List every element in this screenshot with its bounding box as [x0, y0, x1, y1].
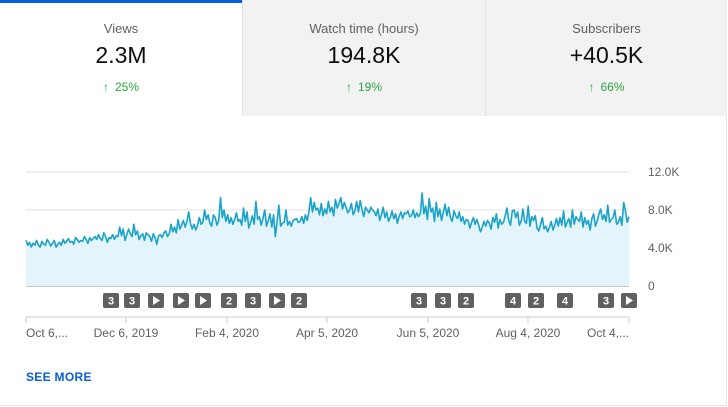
tab-views[interactable]: Views 2.3M ↑ 25%	[0, 0, 242, 116]
metric-delta: ↑ 25%	[0, 80, 242, 94]
video-marker-count[interactable]: 2	[458, 293, 474, 308]
metric-label: Subscribers	[572, 21, 641, 36]
arrow-up-icon: ↑	[345, 80, 352, 94]
metric-delta: ↑ 19%	[243, 80, 485, 94]
arrow-up-icon: ↑	[588, 80, 595, 94]
video-marker-count[interactable]: 2	[221, 293, 237, 308]
marker-badge	[245, 293, 261, 308]
video-marker-play[interactable]	[195, 293, 211, 308]
metric-delta-value: 66%	[600, 80, 625, 94]
play-icon	[200, 296, 207, 305]
marker-badge	[124, 293, 140, 308]
video-marker-count[interactable]: 2	[291, 293, 307, 308]
views-chart[interactable]: 12.0K 8.0K 4.0K 0 3 3 2 3 2 3 3 2 4 2 4 3 Oct 6,... Dec…	[0, 150, 727, 350]
y-tick-label: 0	[648, 279, 655, 293]
selected-tab-indicator	[0, 0, 242, 3]
video-marker-count[interactable]: 2	[528, 293, 544, 308]
see-more-link[interactable]: SEE MORE	[26, 370, 92, 384]
y-axis: 12.0K 8.0K 4.0K 0	[648, 165, 679, 293]
marker-count: 3	[250, 296, 256, 308]
y-tick-label: 8.0K	[648, 203, 673, 217]
x-axis: Oct 6,... Dec 6, 2019 Feb 4, 2020 Apr 5, 20…	[25, 316, 630, 340]
metric-label: Watch time (hours)	[309, 21, 419, 36]
marker-badge	[458, 293, 474, 308]
metric-delta-value: 19%	[357, 80, 383, 94]
marker-badge	[528, 293, 544, 308]
video-marker-count[interactable]: 4	[557, 293, 573, 308]
marker-count: 3	[129, 296, 135, 308]
tab-subscribers[interactable]: Subscribers +40.5K ↑ 66%	[485, 0, 727, 116]
marker-count: 2	[226, 296, 232, 308]
video-marker-play[interactable]	[173, 293, 189, 308]
video-marker-count[interactable]: 3	[245, 293, 261, 308]
play-icon	[178, 296, 185, 305]
x-tick-label: Jun 5, 2020	[397, 326, 460, 340]
marker-count: 2	[463, 296, 469, 308]
marker-count: 3	[108, 296, 114, 308]
play-icon	[626, 296, 633, 305]
metric-delta: ↑ 66%	[486, 80, 727, 94]
marker-badge	[291, 293, 307, 308]
video-marker-play[interactable]	[269, 293, 285, 308]
video-marker-play[interactable]	[148, 293, 164, 308]
video-marker-count[interactable]: 3	[598, 293, 614, 308]
chart-area-layer	[25, 192, 630, 286]
y-tick-label: 4.0K	[648, 241, 673, 255]
marker-count: 3	[603, 296, 609, 308]
tab-watch-time[interactable]: Watch time (hours) 194.8K ↑ 19%	[242, 0, 485, 116]
metric-tabs: Views 2.3M ↑ 25% Watch time (hours) 194.8…	[0, 0, 727, 116]
play-icon	[153, 296, 160, 305]
video-marker-count[interactable]: 3	[435, 293, 451, 308]
x-tick-label: Apr 5, 2020	[296, 326, 358, 340]
y-tick-label: 12.0K	[648, 165, 679, 179]
marker-badge	[557, 293, 573, 308]
marker-count: 4	[510, 296, 517, 308]
series-line	[25, 192, 630, 248]
x-tick-label: Feb 4, 2020	[195, 326, 259, 340]
metric-label: Views	[103, 21, 139, 36]
marker-count: 4	[562, 296, 569, 308]
video-marker-play[interactable]	[621, 293, 637, 308]
marker-badge	[598, 293, 614, 308]
metric-value: +40.5K	[569, 42, 644, 68]
series-area	[26, 192, 629, 286]
video-marker-count[interactable]: 4	[505, 293, 521, 308]
metric-value: 194.8K	[327, 42, 401, 68]
metric-value: 2.3M	[95, 42, 147, 68]
x-tick-label: Dec 6, 2019	[94, 326, 159, 340]
x-tick-label: Aug 4, 2020	[496, 326, 561, 340]
x-tick-label: Oct 4,...	[587, 326, 629, 340]
marker-badge	[411, 293, 427, 308]
marker-badge	[221, 293, 237, 308]
video-markers: 3 3 2 3 2 3 3 2 4 2 4 3	[103, 293, 637, 308]
video-marker-count[interactable]: 3	[411, 293, 427, 308]
marker-badge	[435, 293, 451, 308]
marker-count: 3	[440, 296, 446, 308]
marker-count: 2	[296, 296, 302, 308]
marker-count: 2	[533, 296, 539, 308]
video-marker-count[interactable]: 3	[103, 293, 119, 308]
x-tick-label: Oct 6,...	[26, 326, 68, 340]
marker-badge	[103, 293, 119, 308]
metric-delta-value: 25%	[114, 80, 140, 94]
video-marker-count[interactable]: 3	[124, 293, 140, 308]
marker-count: 3	[416, 296, 422, 308]
marker-badge	[505, 293, 521, 308]
play-icon	[274, 296, 281, 305]
arrow-up-icon: ↑	[102, 80, 109, 94]
